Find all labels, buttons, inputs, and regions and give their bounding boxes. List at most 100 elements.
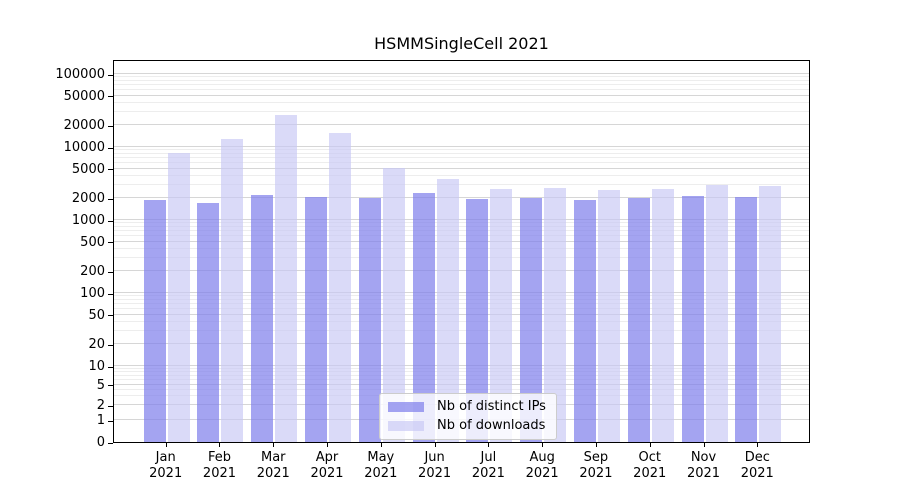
bar-downloads-dec <box>759 186 782 442</box>
gridline-major <box>114 167 809 169</box>
bar-distinct-ips-may <box>358 198 381 442</box>
y-tick-label: 50 <box>88 307 105 323</box>
x-tick-mark <box>273 443 275 447</box>
x-tick-label: Dec 2021 <box>725 450 789 481</box>
y-tick-label: 1 <box>96 413 105 429</box>
x-tick-mark <box>165 443 167 447</box>
y-tick-mark <box>108 169 113 171</box>
y-tick-label: 2 <box>96 398 105 414</box>
gridline-minor <box>114 295 809 297</box>
y-tick-mark <box>108 442 113 444</box>
gridline-major <box>114 197 809 199</box>
bar-distinct-ips-jul <box>466 198 489 442</box>
x-tick-month: Jul <box>480 450 497 465</box>
gridline-minor <box>114 222 809 224</box>
x-tick-year: 2021 <box>579 465 613 481</box>
gridline-minor <box>114 303 809 305</box>
gridline-major <box>114 270 809 272</box>
x-tick-year: 2021 <box>525 465 559 481</box>
y-tick-mark <box>108 366 113 368</box>
bar-downloads-feb <box>221 138 244 442</box>
x-tick-year: 2021 <box>686 465 721 481</box>
legend-swatch-distinct-ips <box>388 402 424 412</box>
y-tick-label: 50000 <box>63 88 105 104</box>
x-tick-year: 2021 <box>149 465 183 481</box>
gridline-minor <box>114 175 809 177</box>
gridline-minor <box>114 374 809 376</box>
x-tick-year: 2021 <box>418 465 452 481</box>
bar-distinct-ips-jan <box>143 199 166 442</box>
bar-downloads-nov <box>705 184 728 442</box>
x-tick-year: 2021 <box>202 465 237 481</box>
bar-downloads-aug <box>544 187 567 442</box>
x-tick-year: 2021 <box>310 465 344 481</box>
gridline-minor <box>114 230 809 232</box>
bar-distinct-ips-oct <box>627 198 650 442</box>
gridline-major <box>114 146 809 147</box>
x-tick-year: 2021 <box>256 465 290 481</box>
gridline-minor <box>114 308 809 310</box>
y-tick-mark <box>108 74 113 76</box>
bar-downloads-may <box>382 168 405 442</box>
x-tick-month: Apr <box>315 450 339 465</box>
y-tick-mark <box>108 315 113 317</box>
gridline-minor <box>114 330 809 332</box>
x-tick-label: Oct 2021 <box>618 450 682 481</box>
gridline-minor <box>114 367 809 369</box>
y-tick-label: 2000 <box>71 191 105 207</box>
gridline-minor <box>114 102 809 104</box>
x-tick-month: Nov <box>690 450 717 465</box>
x-tick-month: Jan <box>155 450 176 465</box>
bar-downloads-jun <box>436 179 459 442</box>
y-tick-mark <box>108 271 113 273</box>
x-tick-label: Jul 2021 <box>456 450 520 481</box>
x-tick-mark <box>757 443 759 447</box>
gridline-major <box>114 124 809 126</box>
bar-downloads-mar <box>275 114 298 442</box>
legend-item-downloads: Nb of downloads <box>388 419 546 433</box>
y-tick-label: 500 <box>80 234 105 250</box>
gridline-major <box>114 240 809 242</box>
bar-downloads-jan <box>167 152 190 442</box>
x-tick-mark <box>219 443 221 447</box>
x-tick-year: 2021 <box>740 465 774 481</box>
legend-label-distinct-ips: Nb of distinct IPs <box>437 399 546 414</box>
plot-area: Nb of distinct IPs Nb of downloads <box>113 60 810 443</box>
gridline-major <box>114 94 809 96</box>
y-tick-mark <box>108 420 113 422</box>
x-tick-year: 2021 <box>364 465 398 481</box>
gridline-minor <box>114 299 809 301</box>
y-tick-mark <box>108 147 113 149</box>
x-tick-mark <box>380 443 382 447</box>
gridline-minor <box>114 89 809 91</box>
x-tick-month: Oct <box>638 450 661 465</box>
y-tick-mark <box>108 198 113 200</box>
gridline-minor <box>114 157 809 159</box>
gridline-minor <box>114 371 809 373</box>
legend-item-distinct-ips: Nb of distinct IPs <box>388 400 546 414</box>
gridline-minor <box>114 378 809 380</box>
x-tick-label: Sep 2021 <box>564 450 628 481</box>
y-tick-mark <box>108 405 113 407</box>
x-tick-mark <box>703 443 705 447</box>
y-tick-label: 20 <box>88 337 105 353</box>
bar-distinct-ips-aug <box>520 198 543 442</box>
bar-downloads-jul <box>490 189 513 442</box>
x-tick-year: 2021 <box>633 465 667 481</box>
legend: Nb of distinct IPs Nb of downloads <box>379 393 557 440</box>
gridline-minor <box>114 111 809 113</box>
gridline-minor <box>114 235 809 237</box>
y-tick-mark <box>108 220 113 222</box>
y-tick-mark <box>108 293 113 295</box>
x-tick-month: Aug <box>529 450 555 465</box>
legend-label-downloads: Nb of downloads <box>437 418 546 433</box>
gridline-major <box>114 292 809 293</box>
x-tick-label: Apr 2021 <box>295 450 359 481</box>
x-tick-month: Dec <box>744 450 770 465</box>
x-tick-month: Feb <box>207 450 231 465</box>
gridline-minor <box>114 80 809 82</box>
gridline-minor <box>114 149 809 151</box>
y-tick-mark <box>108 125 113 127</box>
bar-distinct-ips-apr <box>305 197 328 442</box>
bar-distinct-ips-sep <box>573 200 596 442</box>
